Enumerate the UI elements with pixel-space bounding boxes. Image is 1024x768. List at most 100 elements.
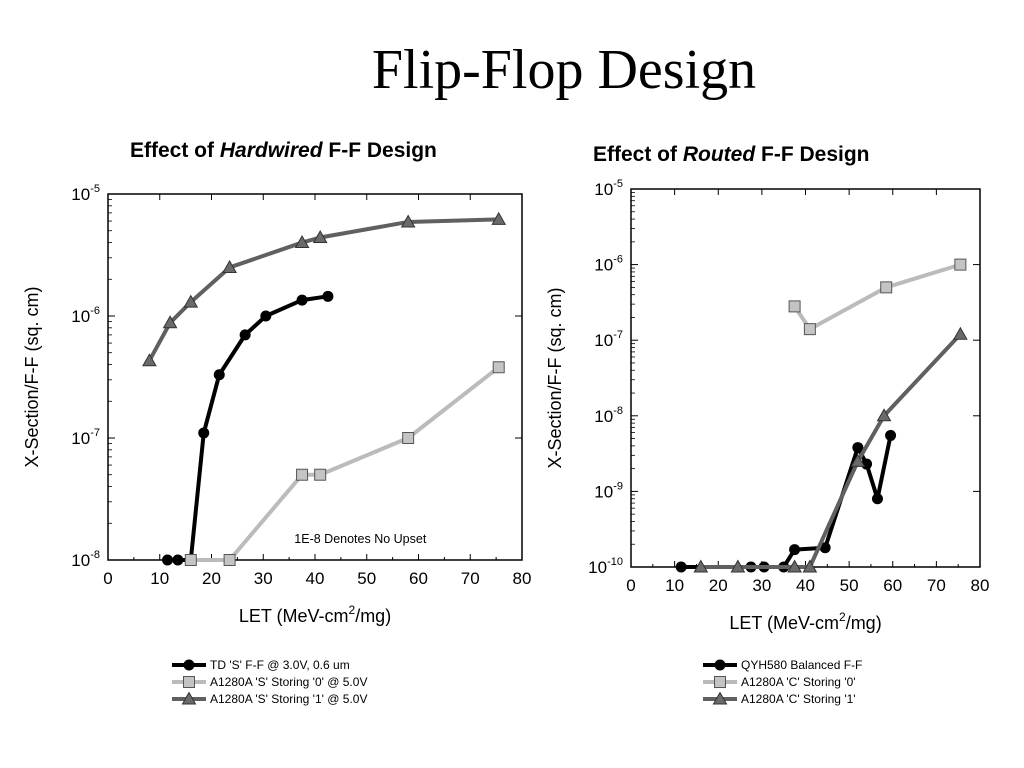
- right-series-triangle: [693, 326, 968, 573]
- left-legend-swatch: [172, 659, 206, 670]
- left-y-tick-label: 10-8: [71, 549, 100, 570]
- right-x-tick-label: 0: [626, 576, 635, 595]
- right-chart-title-prefix: Effect of: [593, 143, 683, 166]
- left-data-point: [402, 432, 415, 444]
- left-y-tick-label: 10-5: [71, 183, 100, 204]
- right-data-point: [675, 561, 687, 573]
- right-data-point: [852, 442, 864, 454]
- left-data-point: [162, 554, 174, 566]
- right-data-point: [788, 300, 801, 313]
- left-legend-label: A1280A 'S' Storing '0' @ 5.0V: [210, 674, 368, 689]
- right-x-tick-label: 60: [883, 576, 902, 595]
- left-chart-legend: TD 'S' F-F @ 3.0V, 0.6 um A1280A 'S' Stor…: [170, 656, 367, 707]
- right-legend-label: QYH580 Balanced F-F: [741, 657, 863, 672]
- left-chart-title-emphasis: Hardwired: [219, 139, 323, 162]
- left-legend-entry: A1280A 'S' Storing '0' @ 5.0V: [170, 673, 367, 690]
- left-chart-title-prefix: Effect of: [130, 139, 220, 162]
- left-x-tick-label: 40: [306, 569, 325, 588]
- left-legend-marker: [183, 659, 195, 670]
- right-x-tick-label: 70: [927, 576, 946, 595]
- left-data-point: [491, 211, 507, 225]
- left-x-axis-label: LET (MeV-cm2/mg): [239, 603, 391, 626]
- left-series-circle: [162, 290, 334, 566]
- left-x-tick-label: 50: [357, 569, 376, 588]
- left-legend-swatch: [172, 675, 206, 688]
- right-data-point: [880, 281, 893, 294]
- right-data-point: [730, 559, 746, 573]
- left-series-line: [190, 365, 500, 562]
- right-chart-title: Effect of Routed F-F Design: [593, 143, 870, 167]
- right-legend-marker: [714, 675, 726, 688]
- left-data-point: [162, 315, 178, 329]
- right-y-axis-label: X-Section/F-F (sq. cm): [545, 287, 565, 468]
- right-data-point: [693, 559, 709, 573]
- right-legend-label: A1280A 'C' Storing '0': [741, 674, 856, 689]
- left-data-point: [296, 468, 309, 481]
- right-chart-title-emphasis: Routed: [682, 143, 756, 166]
- left-data-point: [400, 214, 416, 228]
- left-data-point: [222, 259, 237, 273]
- right-data-point: [819, 542, 831, 554]
- left-data-point: [314, 468, 327, 481]
- left-data-point: [184, 554, 197, 566]
- right-data-point: [871, 493, 883, 505]
- right-y-tick-label: 10-6: [594, 254, 623, 275]
- left-x-tick-label: 70: [461, 569, 480, 588]
- right-data-point: [802, 559, 818, 573]
- right-y-tick-label: 10-9: [594, 480, 623, 501]
- right-chart-title-suffix: F-F Design: [755, 143, 870, 166]
- left-data-point: [172, 554, 184, 566]
- right-x-tick-label: 20: [709, 576, 728, 595]
- right-legend-marker: [712, 691, 728, 704]
- right-y-tick-label: 10-8: [594, 405, 623, 426]
- right-data-point: [876, 408, 892, 422]
- left-y-axis-label: X-Section/F-F (sq. cm): [22, 286, 42, 467]
- right-legend-entry: A1280A 'C' Storing '0': [701, 673, 862, 690]
- right-x-axis-label: LET (MeV-cm2/mg): [729, 610, 881, 633]
- left-data-point: [294, 235, 310, 249]
- right-plot-frame: [630, 188, 981, 568]
- left-legend-label: TD 'S' F-F @ 3.0V, 0.6 um: [210, 657, 350, 672]
- right-legend-swatch: [703, 659, 737, 670]
- left-data-point: [142, 353, 157, 367]
- left-y-tick-label: 10-7: [71, 427, 100, 448]
- left-x-tick-label: 20: [202, 569, 221, 588]
- right-data-point: [885, 429, 897, 441]
- left-legend-marker: [181, 691, 197, 704]
- right-data-point: [850, 453, 866, 467]
- left-legend-entry: A1280A 'S' Storing '1' @ 5.0V: [170, 690, 367, 707]
- left-y-tick-label: 10-6: [71, 305, 100, 326]
- left-x-tick-label: 30: [254, 569, 273, 588]
- left-x-tick-label: 80: [513, 569, 532, 588]
- left-series-square: [184, 361, 505, 566]
- right-legend-entry: A1280A 'C' Storing '1': [701, 690, 862, 707]
- right-x-tick-label: 50: [840, 576, 859, 595]
- right-chart-legend: QYH580 Balanced F-F A1280A 'C' Storing '0…: [701, 656, 862, 707]
- right-x-tick-label: 10: [665, 576, 684, 595]
- right-x-tick-label: 40: [796, 576, 815, 595]
- left-data-point: [492, 361, 505, 374]
- left-x-tick-label: 10: [150, 569, 169, 588]
- right-x-tick-label: 80: [971, 576, 990, 595]
- left-data-point: [322, 290, 334, 302]
- right-data-point: [789, 544, 801, 556]
- right-data-point: [954, 258, 967, 271]
- left-legend-swatch: [172, 691, 206, 704]
- right-y-tick-label: 10-5: [594, 178, 623, 199]
- left-chart-title: Effect of Hardwired F-F Design: [130, 139, 437, 163]
- right-y-tick-label: 10-7: [594, 329, 623, 350]
- right-data-point: [953, 326, 968, 340]
- right-legend-swatch: [703, 675, 737, 688]
- slide-title: Flip-Flop Design: [371, 39, 757, 101]
- left-legend-entry: TD 'S' F-F @ 3.0V, 0.6 um: [170, 656, 367, 673]
- right-series-line: [792, 262, 961, 332]
- left-annotation: 1E-8 Denotes No Upset: [294, 532, 427, 546]
- left-data-point: [296, 294, 308, 306]
- left-data-point: [312, 229, 328, 243]
- right-series-square: [788, 258, 967, 336]
- right-data-point: [787, 559, 802, 573]
- left-data-point: [213, 369, 225, 381]
- right-x-tick-label: 30: [752, 576, 771, 595]
